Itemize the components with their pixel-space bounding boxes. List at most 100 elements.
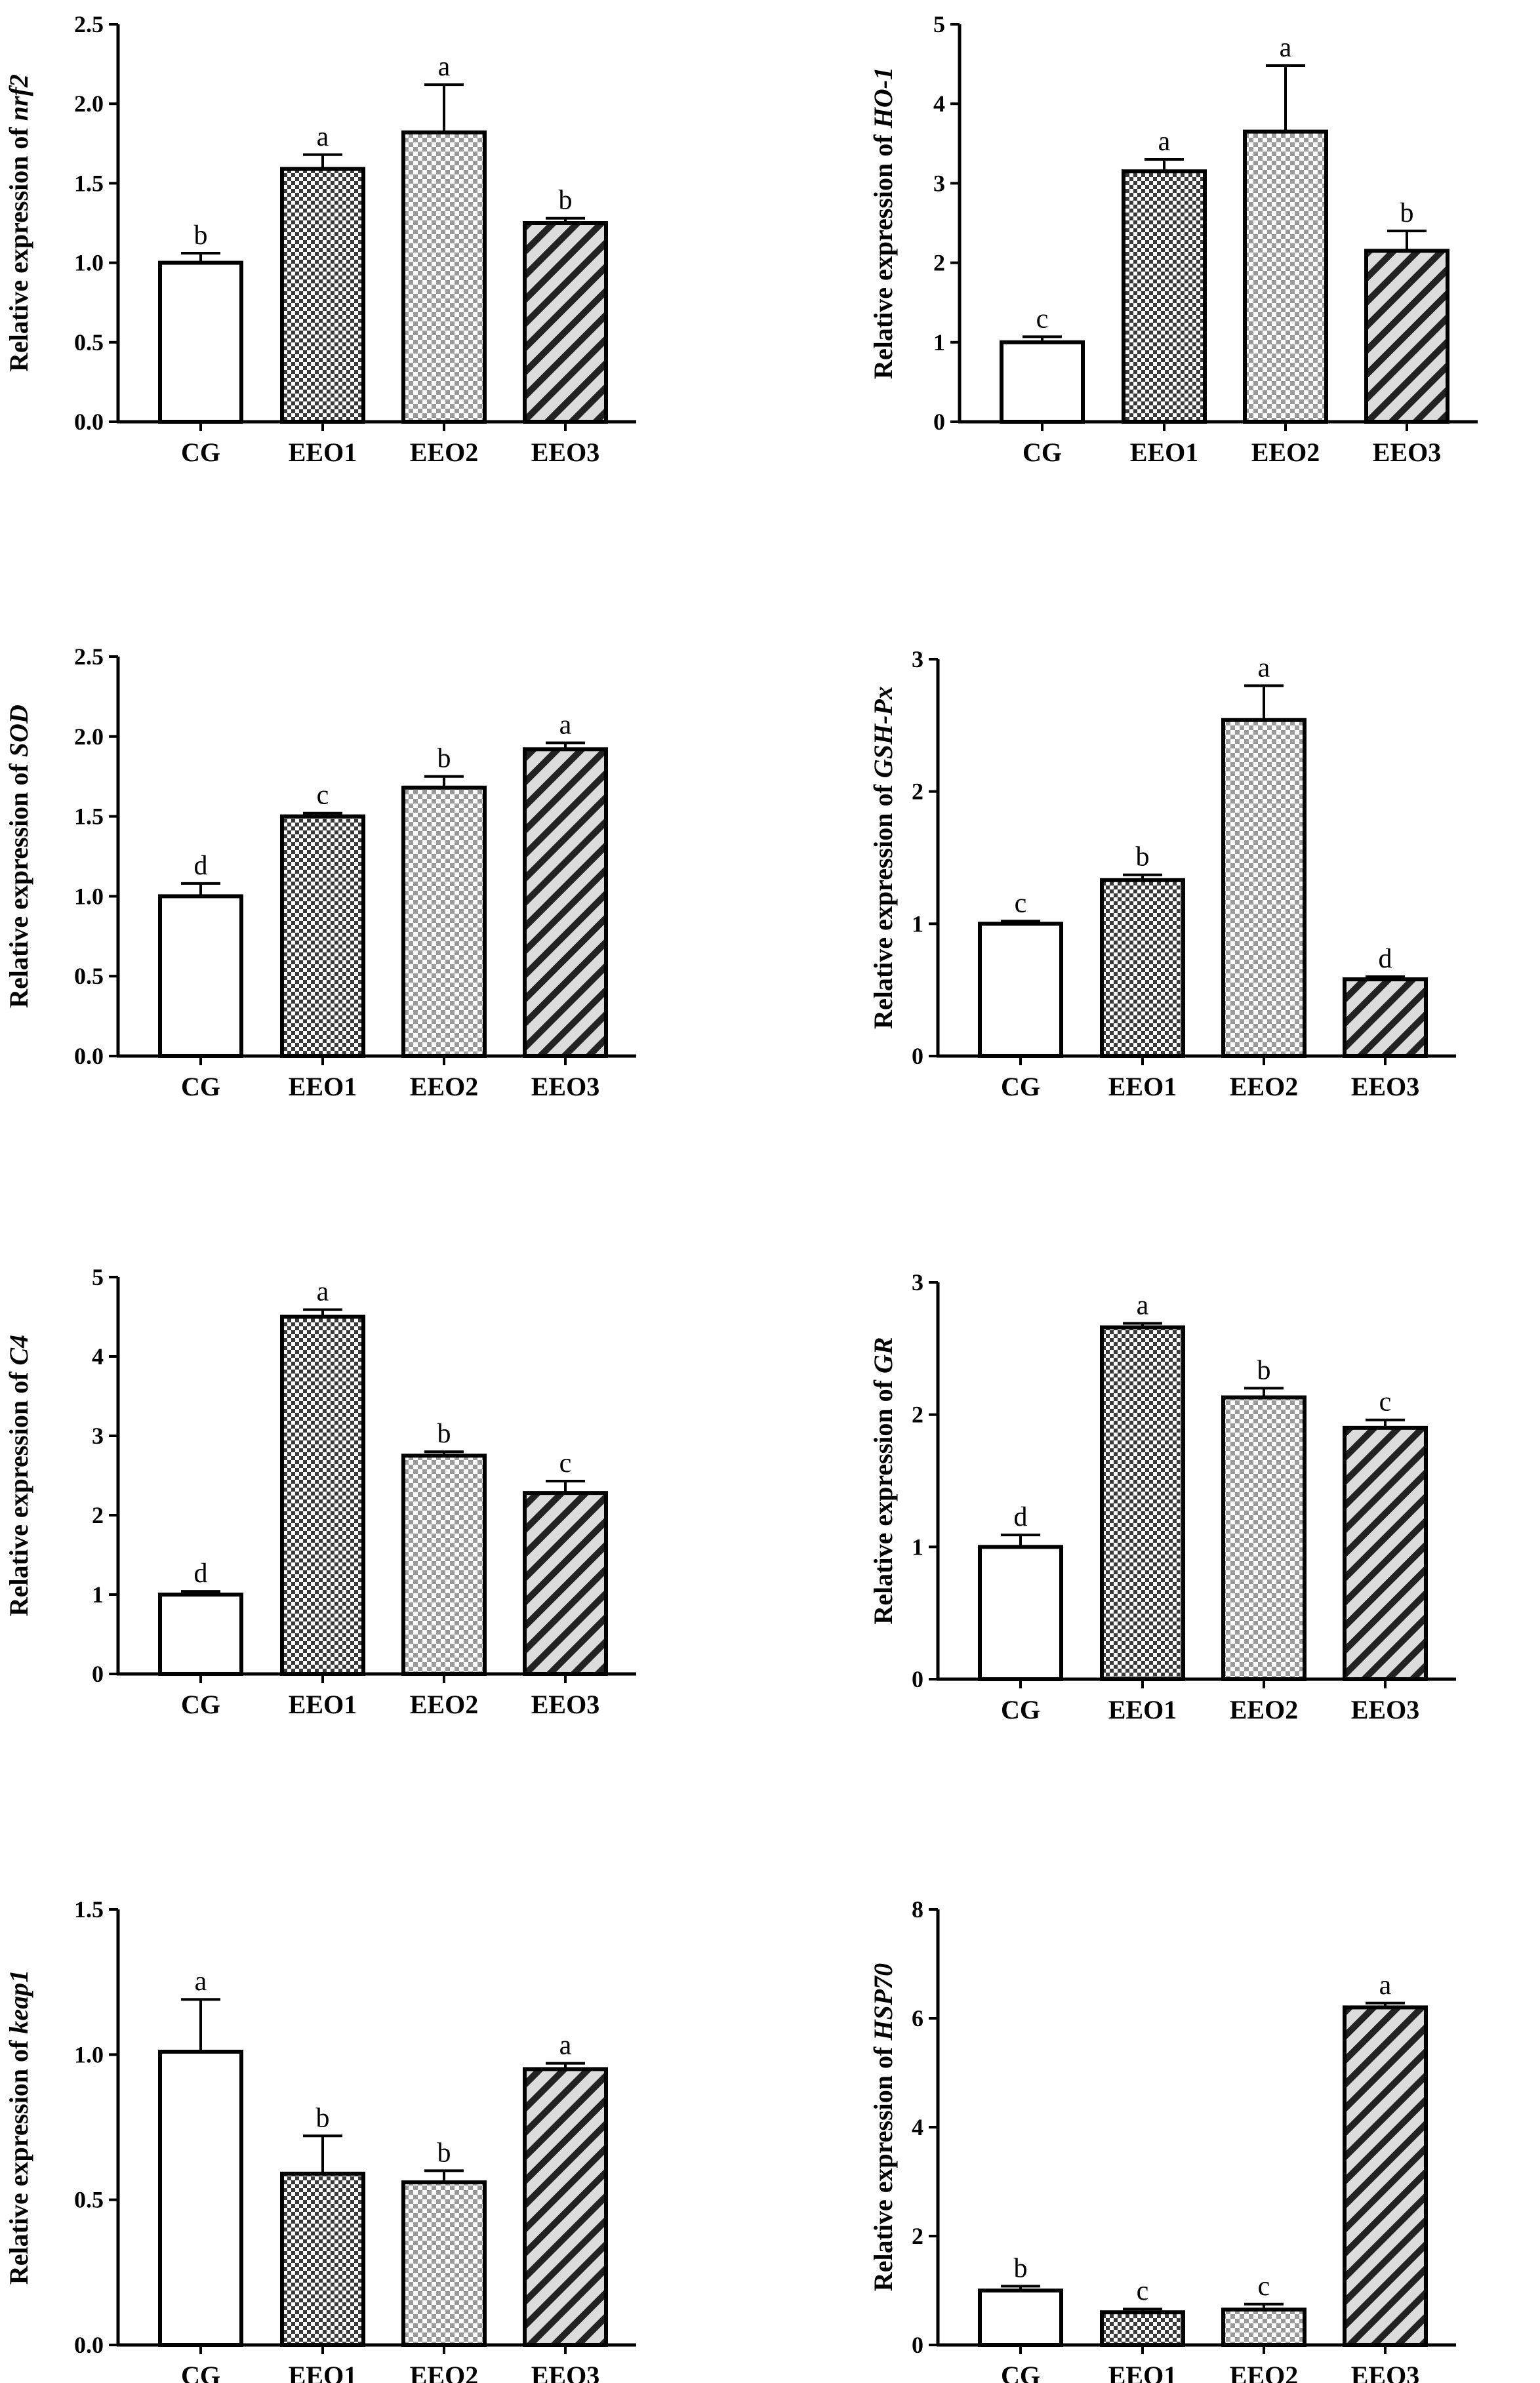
- significance-letter-eeo3: b: [559, 186, 573, 216]
- significance-letter-eeo3: c: [1379, 1387, 1392, 1417]
- y-tick-label: 0.0: [74, 2332, 104, 2358]
- significance-letter-eeo3: c: [559, 1448, 572, 1478]
- y-tick-label: 1.5: [74, 1896, 104, 1923]
- significance-letter-eeo3: a: [1379, 1970, 1392, 2001]
- category-label-eeo2: EEO2: [410, 1072, 478, 1101]
- significance-letter-cg: b: [194, 220, 208, 251]
- y-tick-label: 1: [912, 1534, 923, 1560]
- significance-letter-eeo3: a: [559, 710, 572, 741]
- bar-eeo3: [1343, 977, 1428, 1058]
- category-label-cg: CG: [1001, 2361, 1040, 2383]
- y-tick-label: 2: [92, 1502, 104, 1528]
- y-tick-label: 2.5: [74, 643, 104, 670]
- y-tick-label: 0.5: [74, 963, 104, 989]
- category-label-cg: CG: [181, 438, 220, 467]
- y-axis-title-gene: HSP70: [868, 1963, 898, 2041]
- bar-eeo2: [1221, 718, 1307, 1059]
- bar-cg: [978, 2289, 1063, 2347]
- category-label-eeo1: EEO1: [289, 1072, 357, 1101]
- category-label-eeo3: EEO3: [1351, 2361, 1419, 2383]
- category-label-eeo1: EEO1: [1130, 438, 1198, 467]
- category-label-eeo3: EEO3: [1351, 1695, 1419, 1724]
- category-label-eeo2: EEO2: [410, 438, 478, 467]
- significance-letter-cg: c: [1015, 888, 1027, 918]
- y-axis-title-prefix: Relative expression of: [4, 2034, 33, 2285]
- bar-eeo2: [1243, 129, 1328, 424]
- y-axis-title: Relative expression of C4: [4, 1335, 33, 1616]
- category-label-eeo2: EEO2: [1230, 1072, 1298, 1101]
- category-label-eeo2: EEO2: [410, 2361, 478, 2383]
- bar-eeo1: [280, 167, 365, 424]
- significance-letter-eeo2: b: [437, 1419, 451, 1449]
- bar-eeo3: [523, 1491, 608, 1677]
- y-axis-title: Relative expression of HSP70: [868, 1963, 898, 2291]
- y-tick-label: 8: [912, 1896, 923, 1923]
- significance-letter-cg: d: [1014, 1502, 1028, 1532]
- y-tick-label: 1: [92, 1581, 104, 1608]
- y-axis-title-prefix: Relative expression of: [868, 778, 898, 1029]
- bar-cg: [158, 260, 243, 424]
- bar-eeo1: [280, 814, 365, 1058]
- category-label-eeo1: EEO1: [289, 2361, 357, 2383]
- chart-panel-nrf2: 0.0 0.5 1.0 1.5 2.0 2.5 CG b EEO1 a EEO2 a EEO3 b Rela…: [4, 11, 636, 467]
- significance-letter-eeo3: b: [1400, 198, 1414, 228]
- significance-letter-cg: b: [1014, 2253, 1028, 2283]
- bar-eeo3: [523, 221, 608, 424]
- category-label-eeo1: EEO1: [1108, 1695, 1177, 1724]
- bar-cg: [978, 922, 1063, 1059]
- bar-cg: [158, 894, 243, 1059]
- y-tick-label: 0.5: [74, 329, 104, 356]
- y-axis-title-gene: GSH-Px: [868, 686, 898, 778]
- significance-letter-eeo2: b: [437, 744, 451, 774]
- bar-eeo3: [1343, 2005, 1428, 2347]
- y-tick-label: 3: [92, 1423, 104, 1449]
- bar-eeo2: [1221, 1395, 1307, 1681]
- bar-eeo3: [523, 2067, 608, 2347]
- y-axis-title: Relative expression of HO-1: [868, 67, 898, 379]
- y-axis-title: Relative expression of GR: [868, 1337, 898, 1624]
- category-label-eeo1: EEO1: [1108, 1072, 1177, 1101]
- y-axis-title-prefix: Relative expression of: [868, 1374, 898, 1625]
- category-label-eeo1: EEO1: [1108, 2361, 1177, 2383]
- y-axis-title: Relative expression of GSH-Px: [868, 686, 898, 1029]
- bar-cg: [158, 2049, 243, 2348]
- category-label-cg: CG: [1001, 1072, 1040, 1101]
- category-label-eeo2: EEO2: [1230, 1695, 1298, 1724]
- y-tick-label: 2.5: [74, 11, 104, 37]
- y-tick-label: 1.0: [74, 250, 104, 276]
- category-label-cg: CG: [181, 2361, 220, 2383]
- y-axis-title: Relative expression of SOD: [4, 704, 33, 1008]
- bar-eeo1: [280, 2171, 365, 2347]
- y-tick-label: 4: [912, 2114, 923, 2140]
- y-axis-title-gene: keap1: [4, 1970, 33, 2034]
- bar-eeo2: [401, 130, 487, 424]
- bar-eeo1: [1122, 169, 1207, 424]
- y-tick-label: 1.0: [74, 2041, 104, 2067]
- bar-eeo2: [401, 2180, 487, 2348]
- category-label-eeo1: EEO1: [289, 1690, 357, 1719]
- significance-letter-eeo3: a: [559, 2031, 572, 2061]
- bar-eeo1: [1100, 1325, 1185, 1681]
- y-tick-label: 6: [912, 2005, 923, 2031]
- category-label-eeo2: EEO2: [1230, 2361, 1298, 2383]
- category-label-eeo3: EEO3: [531, 1690, 599, 1719]
- y-tick-label: 1: [912, 910, 923, 937]
- y-tick-label: 0: [92, 1661, 104, 1687]
- y-tick-label: 0.0: [74, 409, 104, 435]
- significance-letter-eeo1: a: [317, 1277, 329, 1307]
- y-axis-title: Relative expression of keap1: [4, 1970, 33, 2285]
- y-axis-title-gene: nrf2: [4, 74, 33, 121]
- y-axis-title-gene: HO-1: [868, 67, 898, 129]
- category-label-eeo3: EEO3: [531, 2361, 599, 2383]
- y-tick-label: 0.0: [74, 1043, 104, 1069]
- significance-letter-eeo2: a: [1258, 653, 1270, 683]
- y-tick-label: 2: [912, 2223, 923, 2249]
- significance-letter-eeo2: b: [437, 2138, 451, 2168]
- significance-letter-eeo2: c: [1258, 2271, 1270, 2302]
- y-tick-label: 4: [92, 1343, 104, 1370]
- significance-letter-eeo2: b: [1257, 1355, 1271, 1385]
- category-label-eeo3: EEO3: [1373, 438, 1441, 467]
- y-tick-label: 1.0: [74, 883, 104, 909]
- y-tick-label: 5: [92, 1264, 104, 1290]
